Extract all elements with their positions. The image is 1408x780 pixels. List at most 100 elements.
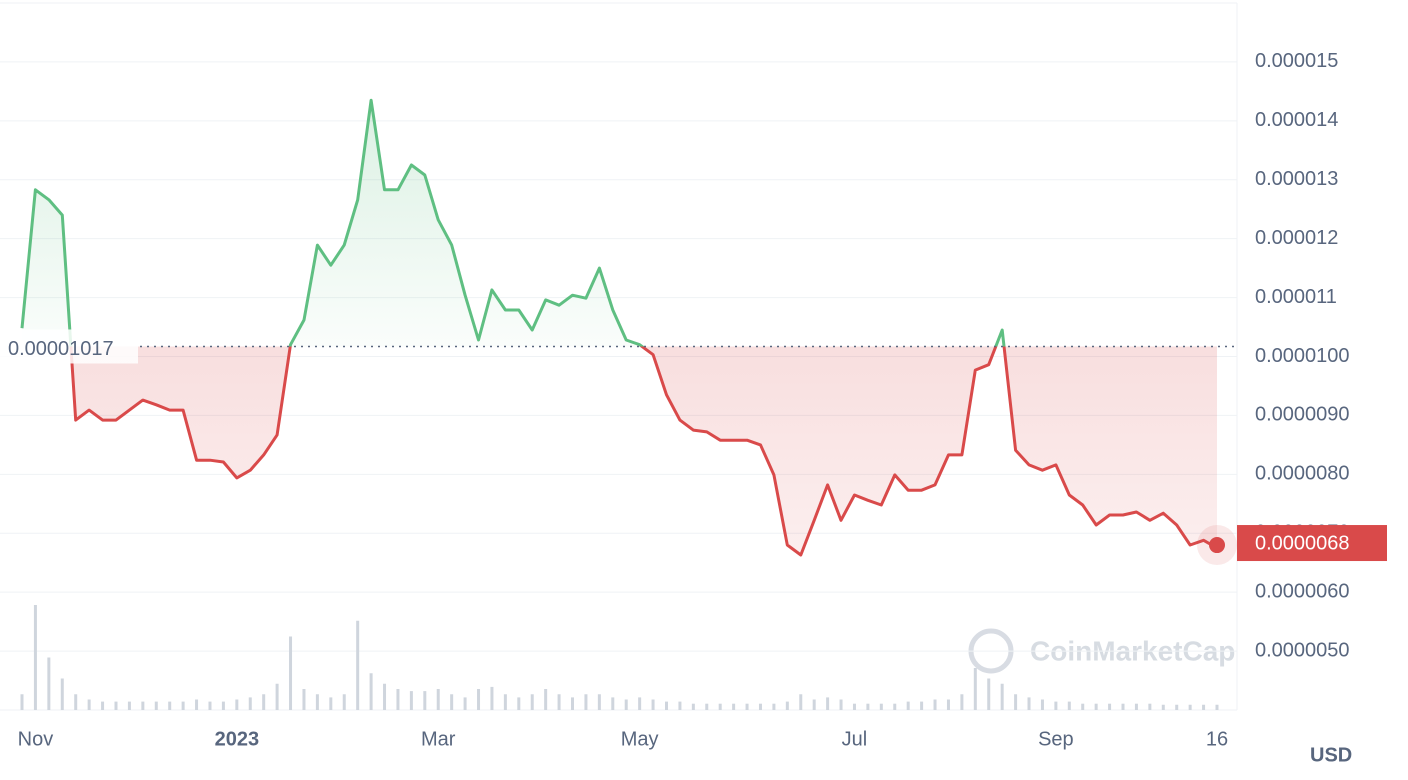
volume-bar xyxy=(141,701,145,710)
volume-bar xyxy=(33,605,37,710)
baseline-label: 0.00001017 xyxy=(8,338,114,360)
volume-bar xyxy=(275,683,279,710)
volume-bar xyxy=(852,703,856,710)
volume-bar xyxy=(906,701,910,710)
volume-bar xyxy=(678,701,682,710)
volume-bar xyxy=(503,694,507,710)
volume-bar xyxy=(705,703,709,710)
volume-bar xyxy=(584,694,588,710)
volume-bar xyxy=(785,701,789,710)
y-tick-label: 0.0000100 xyxy=(1255,345,1350,367)
volume-bar xyxy=(450,694,454,710)
volume-bar xyxy=(651,699,655,710)
current-dot xyxy=(1209,537,1225,554)
volume-bar xyxy=(329,697,333,710)
volume-bar xyxy=(691,703,695,710)
volume-bar xyxy=(436,689,440,710)
y-tick-label: 0.000015 xyxy=(1255,50,1338,72)
volume-bar xyxy=(221,701,225,710)
y-tick-label: 0.0000080 xyxy=(1255,463,1350,485)
volume-bar xyxy=(530,694,534,710)
volume-bar xyxy=(409,691,413,710)
volume-bar xyxy=(1081,703,1085,710)
volume-bar xyxy=(664,701,668,710)
volume-bar xyxy=(1014,694,1018,710)
volume-bar xyxy=(1188,704,1192,710)
volume-bar xyxy=(973,668,977,710)
volume-bar xyxy=(20,694,24,710)
volume-bar xyxy=(893,703,897,710)
volume-bar xyxy=(799,694,803,710)
volume-bar xyxy=(611,697,615,710)
volume-bar xyxy=(826,697,830,710)
volume-bar xyxy=(154,701,158,710)
volume-bar xyxy=(477,689,481,710)
volume-bar xyxy=(195,699,199,710)
volume-bar xyxy=(1108,703,1112,710)
volume-bar xyxy=(638,697,642,710)
volume-bar xyxy=(181,701,185,710)
volume-bar xyxy=(342,694,346,710)
x-tick-label: Sep xyxy=(1038,728,1074,750)
volume-bar xyxy=(396,689,400,710)
volume-bar xyxy=(1148,703,1152,710)
y-tick-label: 0.000013 xyxy=(1255,168,1338,190)
baseline-label-bg xyxy=(0,329,138,364)
volume-bar xyxy=(356,620,360,710)
volume-bar xyxy=(302,689,306,710)
volume-bar xyxy=(517,697,521,710)
volume-bar xyxy=(1121,703,1125,710)
volume-bar xyxy=(946,699,950,710)
volume-bar xyxy=(1161,704,1165,710)
volume-bar xyxy=(127,701,131,710)
y-tick-label: 0.000012 xyxy=(1255,227,1338,249)
volume-bar xyxy=(1027,697,1031,710)
y-tick-label: 0.0000090 xyxy=(1255,404,1350,426)
volume-bar xyxy=(235,699,239,710)
x-tick-label: Jul xyxy=(842,728,868,750)
x-tick-label: May xyxy=(621,728,659,750)
price-badge xyxy=(1237,525,1387,562)
volume-bar xyxy=(544,689,548,710)
volume-bar xyxy=(933,699,937,710)
volume-bar xyxy=(315,694,319,710)
volume-bar xyxy=(423,691,427,710)
volume-bar xyxy=(732,703,736,710)
volume-bar xyxy=(168,701,172,710)
volume-bar xyxy=(772,703,776,710)
volume-bar xyxy=(718,703,722,710)
volume-bar xyxy=(369,673,373,710)
volume-bar xyxy=(1134,703,1138,710)
volume-bar xyxy=(960,694,964,710)
volume-bar xyxy=(879,703,883,710)
volume-bar xyxy=(1175,704,1179,710)
volume-bar xyxy=(745,703,749,710)
volume-bar xyxy=(87,699,91,710)
volume-bar xyxy=(624,699,628,710)
volume-bar xyxy=(463,697,467,710)
volume-bar xyxy=(1202,704,1206,710)
volume-bar xyxy=(383,683,387,710)
volume-bar xyxy=(262,694,266,710)
volume-bar xyxy=(987,678,991,710)
x-tick-label: Nov xyxy=(18,728,54,750)
volume-bar xyxy=(920,701,924,710)
volume-bar xyxy=(114,701,118,710)
volume-bar xyxy=(1215,704,1219,710)
y-tick-label: 0.000011 xyxy=(1255,286,1337,308)
volume-bar xyxy=(208,701,212,710)
volume-bar xyxy=(289,636,293,710)
volume-bar xyxy=(1067,701,1071,710)
volume-bar xyxy=(866,703,870,710)
volume-bar xyxy=(597,694,601,710)
volume-bar xyxy=(1000,683,1004,710)
currency-label: USD xyxy=(1310,744,1352,766)
volume-bar xyxy=(47,657,51,710)
volume-bar xyxy=(1054,701,1058,710)
x-tick-label: 16 xyxy=(1206,728,1228,750)
price-badge-label: 0.0000068 xyxy=(1255,532,1350,554)
volume-bar xyxy=(490,686,494,710)
y-tick-label: 0.000014 xyxy=(1255,109,1338,131)
volume-bar xyxy=(1094,703,1098,710)
